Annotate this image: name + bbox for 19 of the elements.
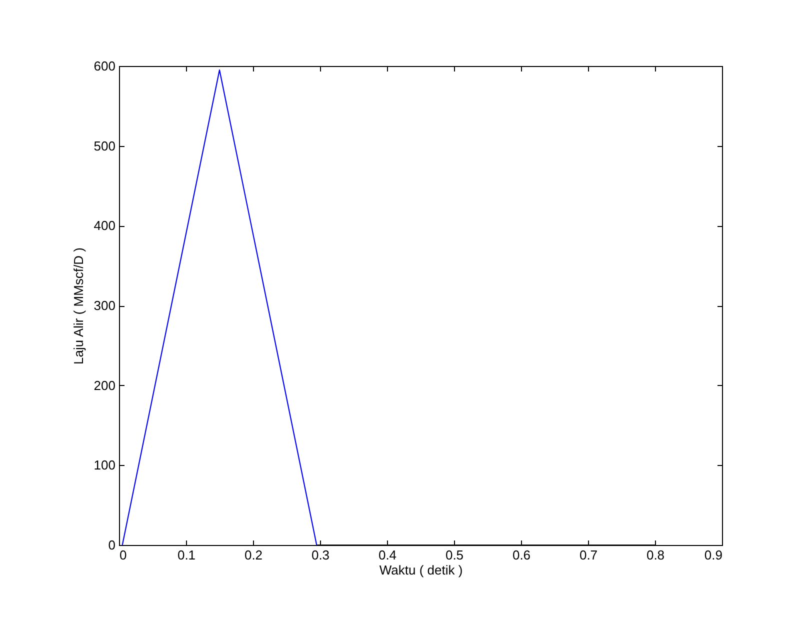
x-tick-label: 0.3: [311, 548, 330, 562]
y-axis-title: Laju Alir ( MMscf/D ): [70, 247, 86, 365]
y-tick-label: 600: [94, 58, 116, 74]
y-tick-label: 500: [94, 138, 116, 154]
x-tick-label: 0: [120, 548, 127, 562]
y-tick-label: 300: [94, 298, 116, 313]
x-tick-label: 0.1: [177, 548, 196, 562]
y-tick-label: 200: [94, 378, 116, 393]
y-tick-label: 0: [108, 538, 116, 552]
x-tick-label: 0.9: [704, 548, 722, 562]
x-tick-label: 0.4: [378, 548, 397, 562]
x-tick-label: 0.7: [579, 548, 598, 562]
y-tick-label: 100: [94, 458, 116, 473]
y-tick-label: 400: [94, 218, 116, 234]
x-tick-label: 0.2: [244, 548, 263, 562]
x-tick-label: 0.6: [512, 548, 531, 562]
x-tick-label: 0.8: [646, 548, 665, 562]
x-axis-title: Waktu ( detik ): [379, 562, 463, 578]
x-tick-label: 0.5: [445, 548, 464, 562]
